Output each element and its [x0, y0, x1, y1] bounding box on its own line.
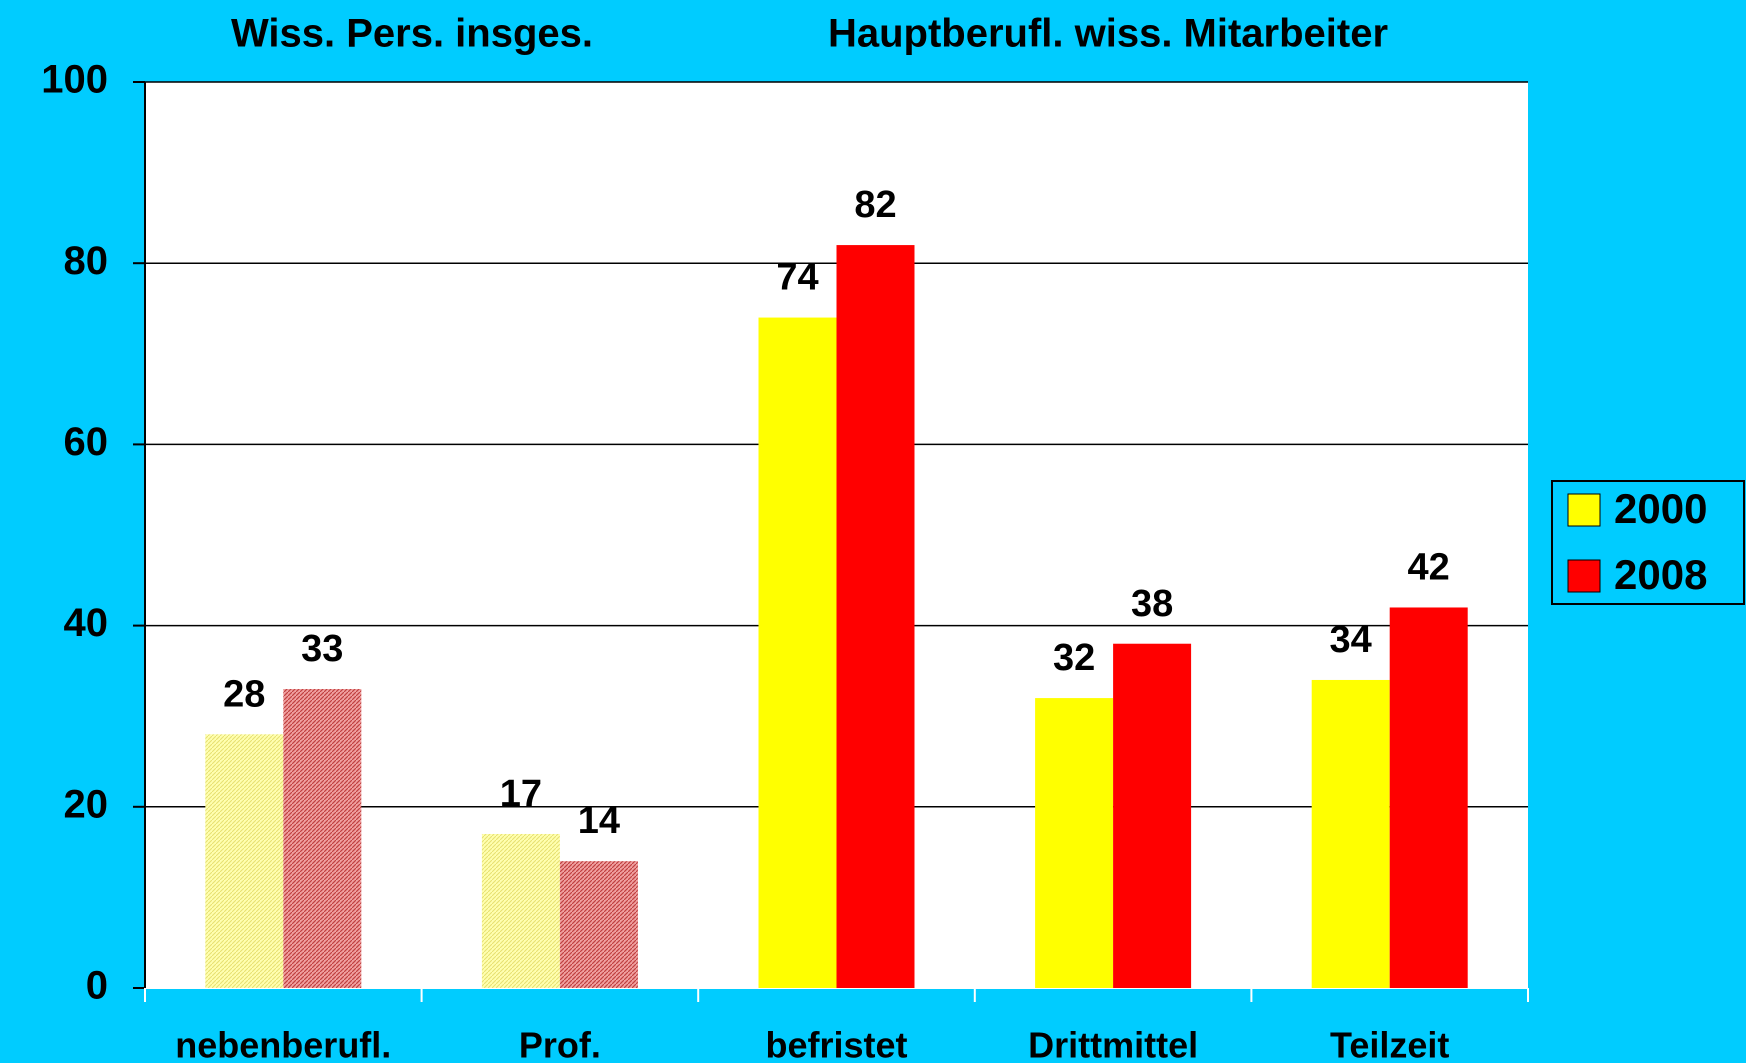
y-tick-label: 100 [41, 58, 108, 102]
x-tick-label: Teilzeit [1330, 1025, 1449, 1063]
y-tick-label: 0 [86, 964, 108, 1008]
data-label: 34 [1330, 619, 1372, 661]
data-label: 82 [854, 184, 896, 226]
bar [1311, 679, 1390, 988]
bar [283, 689, 362, 988]
bar [481, 833, 560, 988]
bar [836, 245, 915, 988]
data-label: 74 [776, 257, 818, 299]
bar [758, 317, 837, 988]
bar [1035, 698, 1114, 988]
legend-swatch [1567, 559, 1601, 593]
bar [205, 734, 284, 988]
data-label: 17 [500, 773, 542, 815]
data-label: 42 [1408, 547, 1450, 589]
data-label: 38 [1131, 583, 1173, 625]
data-label: 28 [223, 673, 265, 715]
x-tick-label: befristet [765, 1025, 907, 1063]
legend-swatch [1567, 493, 1601, 527]
legend-label: 2000 [1614, 485, 1707, 532]
data-label: 32 [1053, 637, 1095, 679]
group-label: Hauptberufl. wiss. Mitarbeiter [828, 12, 1388, 56]
legend-box [1551, 480, 1745, 605]
y-tick-label: 60 [64, 420, 109, 464]
data-label: 33 [301, 628, 343, 670]
x-tick-label: Drittmittel [1028, 1025, 1198, 1063]
bar [1389, 607, 1468, 988]
legend-label: 2008 [1614, 551, 1707, 598]
group-label: Wiss. Pers. insges. [231, 12, 593, 56]
x-tick-label: nebenberufl. [175, 1025, 391, 1063]
y-tick-label: 80 [64, 239, 109, 283]
bar [559, 861, 638, 988]
y-tick-label: 20 [64, 782, 109, 826]
y-tick-label: 40 [64, 601, 109, 645]
x-tick-label: Prof. [519, 1025, 601, 1063]
bar [1113, 643, 1192, 988]
data-label: 14 [578, 800, 620, 842]
